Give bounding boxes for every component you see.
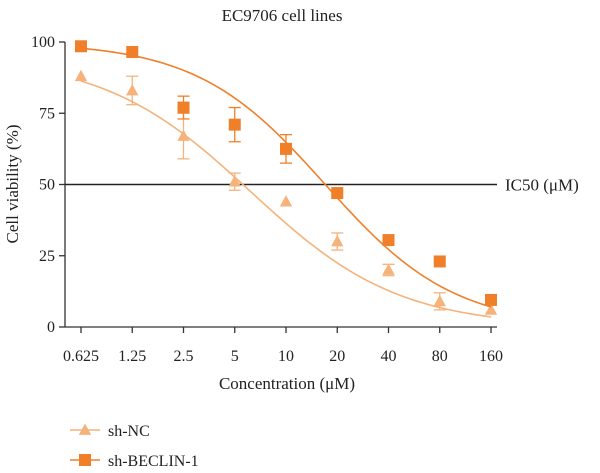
x-axis-ticks: 0.625 1.25 2.5 5 10 20 40 80 160 — [63, 327, 503, 365]
x-tick-label: 40 — [381, 348, 397, 365]
data-point-sh-beclin-1 — [485, 293, 497, 306]
legend-label-sh-beclin-1: sh-BECLIN-1 — [108, 453, 199, 470]
data-point-sh-beclin-1 — [433, 255, 446, 268]
chart-title: EC9706 cell lines — [222, 6, 343, 25]
legend: sh-NC sh-BECLIN-1 — [70, 423, 199, 470]
x-tick-label: 80 — [432, 348, 448, 365]
legend-marker-square-icon — [79, 454, 91, 466]
ic50-label: IC50 (μM) — [505, 176, 579, 195]
x-tick-label: 10 — [278, 348, 294, 365]
data-point-sh-nc — [74, 69, 88, 82]
data-point-sh-beclin-1 — [280, 142, 292, 155]
y-axis-label: Cell viability (%) — [3, 125, 22, 244]
x-tick-label: 2.5 — [174, 348, 194, 365]
data-point-sh-beclin-1 — [126, 45, 139, 58]
series-sh-beclin-1 — [75, 40, 497, 308]
data-point-sh-beclin-1 — [75, 40, 87, 53]
data-point-sh-nc — [126, 83, 139, 96]
x-tick-label: 160 — [479, 348, 503, 365]
y-tick-label: 25 — [39, 248, 55, 265]
x-tick-label: 5 — [231, 348, 239, 365]
legend-marker-triangle-icon — [78, 423, 92, 435]
series-sh-nc — [74, 69, 498, 318]
data-point-sh-nc — [228, 175, 241, 187]
y-axis-ticks: 0 25 50 75 100 — [31, 34, 65, 336]
data-point-sh-nc — [484, 303, 498, 315]
x-tick-label: 0.625 — [63, 348, 99, 365]
data-point-sh-beclin-1 — [177, 101, 190, 114]
x-tick-label: 20 — [329, 348, 345, 365]
data-point-sh-nc — [433, 294, 446, 307]
data-point-sh-beclin-1 — [228, 118, 241, 131]
legend-item-sh-nc: sh-NC — [70, 423, 150, 440]
data-point-sh-beclin-1 — [331, 187, 344, 200]
legend-label-sh-nc: sh-NC — [108, 423, 150, 440]
data-point-sh-nc — [331, 235, 344, 247]
x-axis-label: Concentration (μM) — [219, 374, 355, 393]
data-point-sh-nc — [177, 129, 190, 141]
y-tick-label: 75 — [39, 105, 55, 122]
fit-curve-sh-beclin-1 — [80, 47, 492, 308]
y-tick-label: 50 — [39, 177, 55, 194]
series-layer — [74, 40, 498, 318]
data-point-sh-nc — [382, 263, 395, 275]
y-tick-label: 0 — [47, 319, 55, 336]
legend-item-sh-beclin-1: sh-BECLIN-1 — [70, 453, 199, 470]
fit-curve-sh-nc — [80, 80, 492, 318]
y-tick-label: 100 — [31, 34, 55, 51]
x-tick-label: 1.25 — [118, 348, 146, 365]
data-point-sh-nc — [279, 195, 293, 207]
data-point-sh-beclin-1 — [382, 234, 395, 247]
